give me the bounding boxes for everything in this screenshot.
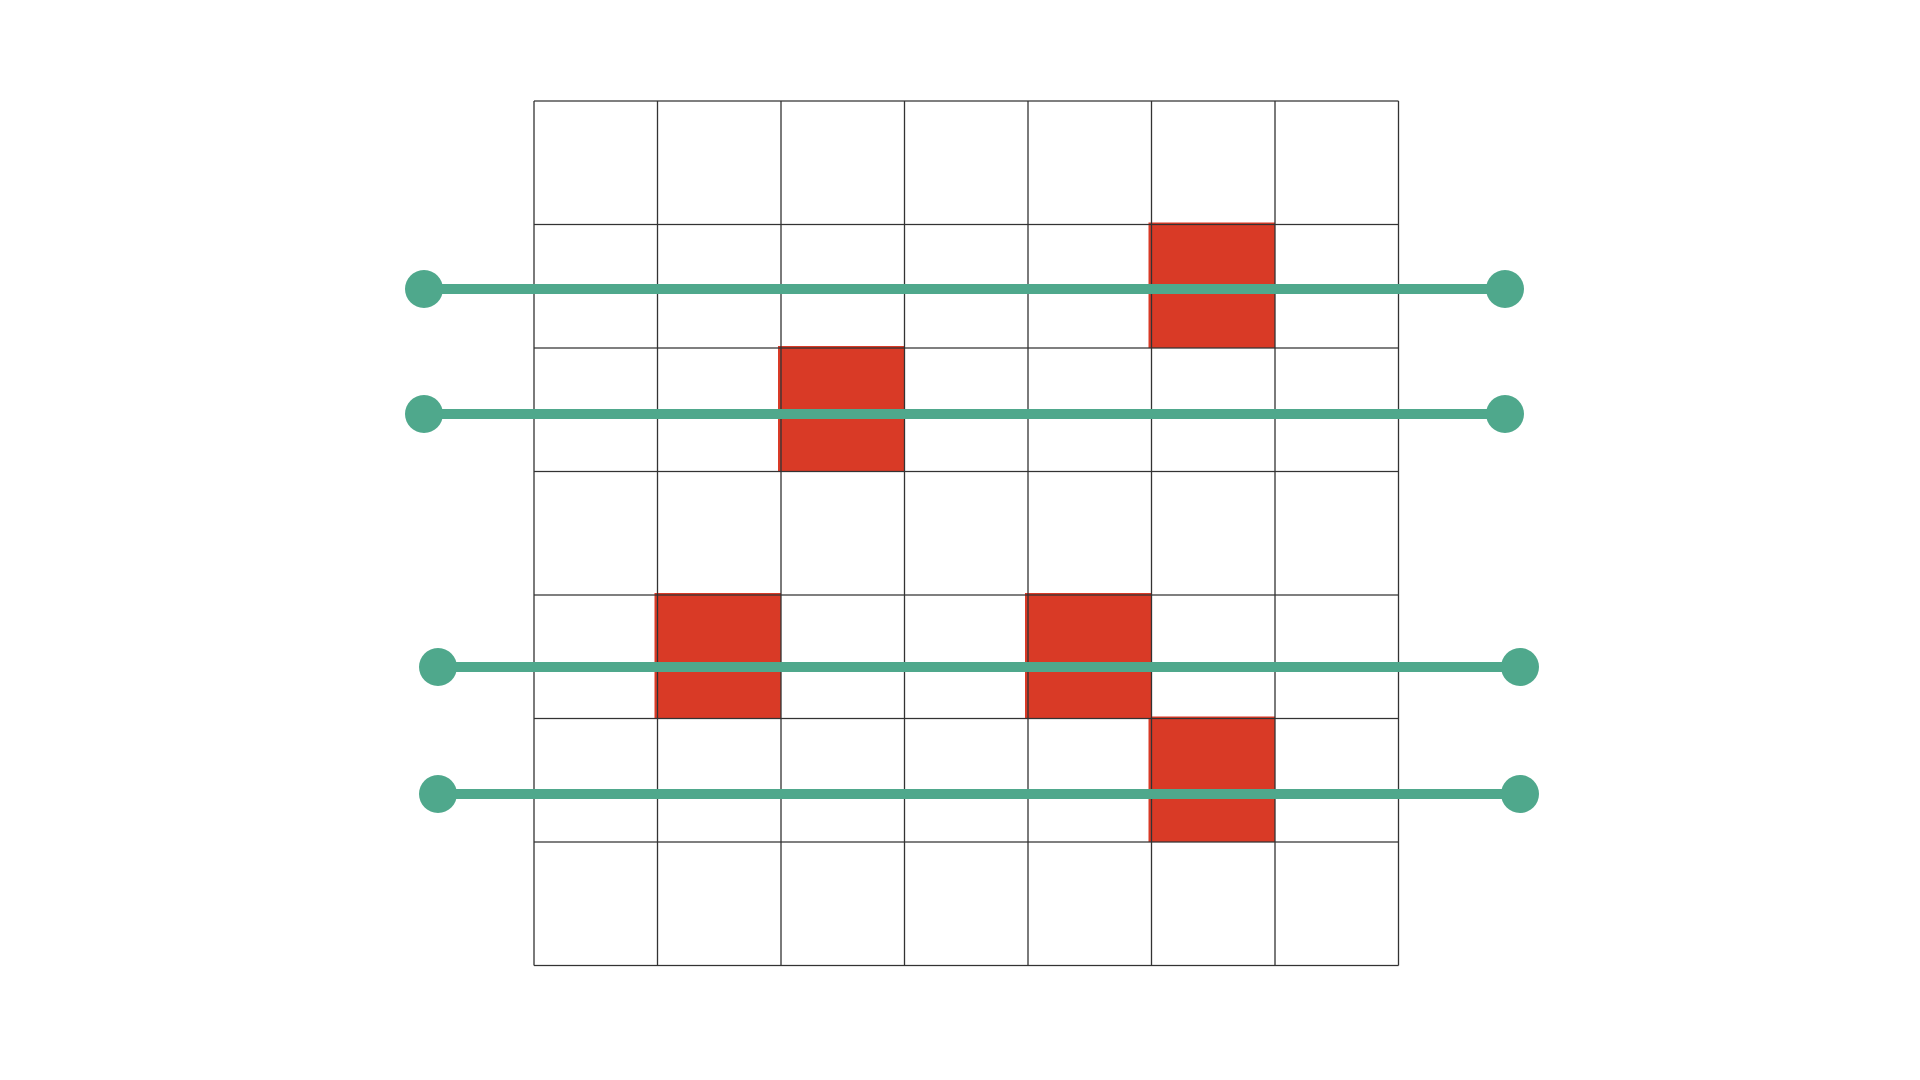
connector-line [419,648,1539,686]
line-endpoint-left [405,270,443,308]
filled-cell [1148,716,1275,842]
line-endpoint-right [1501,775,1539,813]
connector-line [405,395,1524,433]
grid-lines [533,100,1400,967]
connector-line [419,775,1539,813]
filled-cell [778,346,905,472]
line-endpoint-left [419,775,457,813]
line-endpoint-right [1501,648,1539,686]
line-endpoint-right [1486,395,1524,433]
line-endpoint-right [1486,270,1524,308]
connector-line [405,270,1524,308]
filled-cells [654,222,1275,842]
horizontal-lines [405,270,1539,813]
line-endpoint-left [419,648,457,686]
filled-cell [654,593,781,719]
filled-cell [1025,593,1152,719]
line-endpoint-left [405,395,443,433]
